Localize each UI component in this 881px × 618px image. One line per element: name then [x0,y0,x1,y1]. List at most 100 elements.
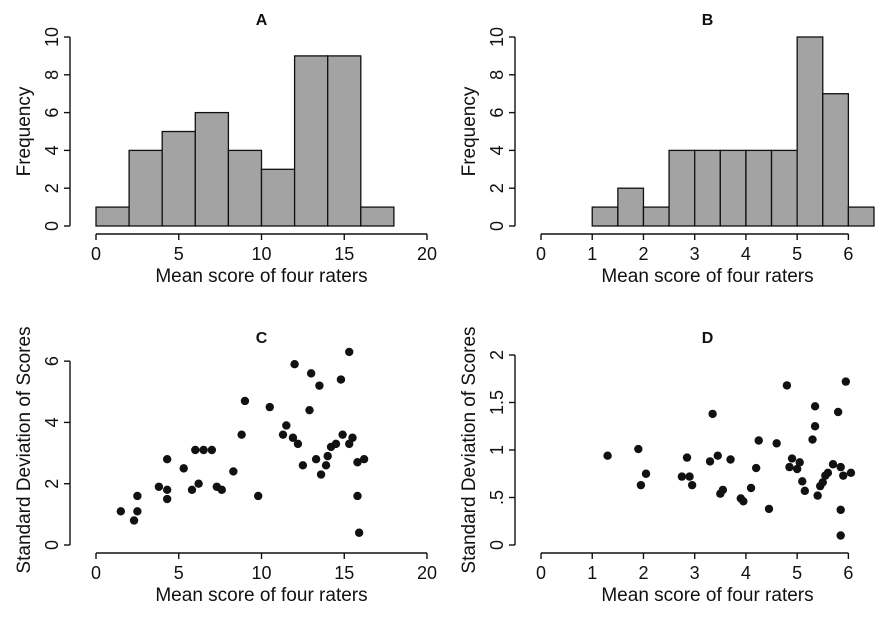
panel-c-point-20 [265,402,274,412]
panel-b-y-tick-label-2: 4 [487,145,507,155]
panel-d-y-tick-label-2: 1 [487,445,507,455]
panel-d-point-16 [746,483,756,493]
panel-d-point-3 [641,469,651,478]
panel-c-point-38 [345,347,354,357]
panel-c-point-27 [305,405,314,415]
panel-d-point-2 [636,480,646,490]
panel-d-x-tick-label-5: 5 [792,563,802,583]
panel-c-point-30 [315,381,324,390]
panel-d-point-4 [677,472,687,481]
panel-c-point-19 [253,491,263,501]
panel-c-point-6 [162,485,172,495]
panel-c-point-3 [133,491,142,501]
panel-a-x-tick-label-1: 5 [174,244,184,264]
panel-a-bar-4 [227,149,263,227]
panel-c-y-axis-title: Standard Deviation of Scores [14,326,35,573]
panel-d-point-9 [708,409,717,419]
panel-c-x-tick-label-4: 20 [417,563,437,583]
panel-a-bar-2 [161,130,196,227]
panel-c-point-24 [290,359,299,369]
panel-a-y-tick-label-2: 4 [42,145,62,155]
panel-c-point-10 [191,445,200,455]
panel-c-point-29 [311,454,321,464]
panel-a-y-tick-label-0: 0 [42,221,62,231]
panel-a-x-tick-label-3: 15 [334,244,354,264]
panel-d-point-15 [739,497,748,506]
panel-c-point-31 [316,470,326,479]
panel-d-point-41 [839,471,848,480]
panel-c-point-44 [359,454,369,464]
panel-d-point-0 [603,451,612,460]
panel-c-point-37 [338,430,347,439]
panel-d-y-tick-label-0: 0 [487,540,507,550]
panel-c-point-21 [278,430,288,439]
panel-c-point-43 [354,528,364,537]
panel-c-point-12 [199,445,208,455]
panel-d: 0 1 2 3 4 5 6 0 .5 1 1.5 2 D Mean score of four rater… [459,326,856,606]
panel-c-point-2 [133,507,142,516]
panel-b-x-tick-label-0: 0 [536,244,546,264]
panel-c-point-18 [240,396,250,406]
panel-d-point-20 [772,439,781,448]
panel-d-x-tick-label-3: 3 [690,563,700,583]
panel-d-point-6 [685,472,694,481]
panel-d-point-26 [798,477,807,486]
panel-d-point-1 [634,444,643,454]
panel-c-point-41 [353,458,362,467]
panel-b-y-tick-label-0: 0 [487,221,507,231]
panel-c-point-42 [353,491,362,501]
panel-c-y-tick-label-3: 6 [42,356,62,366]
panel-a-bar-0 [95,206,130,227]
panel-c-point-39 [345,439,354,449]
panel-b-x-tick-label-5: 5 [792,244,802,264]
panel-b-bar-3 [668,149,696,227]
panel-c-point-17 [237,430,246,439]
panel-c-point-8 [179,464,188,473]
panel-b-y-tick-label-5: 10 [487,27,507,47]
panel-c-y-tick-label-2: 4 [42,417,62,427]
panel-d-point-24 [792,464,802,474]
panel-d-point-12 [718,485,728,495]
panel-d-x-axis-title: Mean score of four raters [601,585,813,606]
panel-b-bar-9 [822,93,850,227]
panel-d-point-8 [705,457,715,466]
panel-d-y-tick-label-1: .5 [487,490,507,505]
panel-a-bar-5 [260,168,296,227]
panel-b-bar-6 [745,149,773,227]
panel-d-point-43 [846,468,856,477]
panel-a-bar-7 [327,55,362,227]
panel-a-y-tick-label-1: 2 [42,183,62,193]
panel-d-point-28 [808,435,817,444]
panel-c-point-1 [129,516,139,525]
panel-a-x-tick-label-4: 20 [417,244,437,264]
panel-d-point-33 [818,478,827,487]
panel-a-x-tick-label-0: 0 [91,244,101,264]
panel-b-bar-10 [847,206,875,227]
panel-d-point-30 [810,402,820,411]
panel-b-bar-5 [719,149,747,227]
panel-d-point-36 [828,460,838,469]
panel-c-point-26 [298,461,308,470]
panel-d-point-19 [764,504,774,514]
panel-d-point-5 [682,453,692,462]
panel-d-point-21 [782,381,792,390]
panel-a-bar-8 [360,206,395,227]
panel-d-point-10 [713,451,722,460]
panel-d-y-tick-label-3: 1.5 [487,390,507,415]
panel-d-point-25 [795,458,804,467]
panel-a-y-tick-label-3: 6 [42,108,62,118]
panel-c-x-tick-label-2: 10 [251,563,271,583]
panel-d-point-18 [754,436,763,445]
panel-d-point-23 [787,454,797,463]
panel-c-x-axis-title: Mean score of four raters [155,585,367,606]
panel-d-point-27 [800,486,810,496]
panel-d-point-42 [841,377,851,386]
panel-b-bar-4 [694,149,721,227]
panel-c-point-22 [282,421,291,430]
panel-c-point-15 [217,485,226,495]
panel-c-point-32 [321,461,331,470]
panel-b-x-tick-label-1: 1 [587,244,597,264]
panel-d-point-13 [726,455,735,464]
panel-b-title: B [702,12,714,29]
